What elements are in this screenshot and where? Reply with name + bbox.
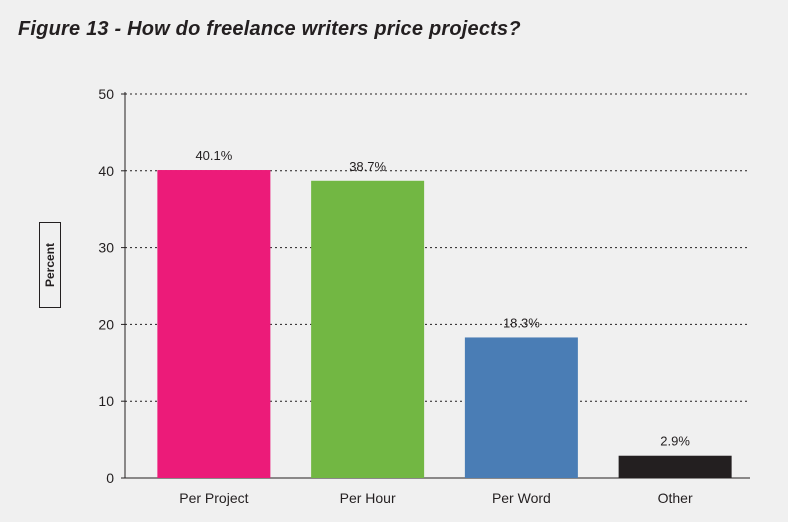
bar-per-hour bbox=[311, 180, 425, 478]
x-tick-label: Per Word bbox=[492, 490, 551, 506]
data-label: 18.3% bbox=[503, 315, 540, 330]
bars bbox=[157, 170, 732, 479]
bar-per-word bbox=[464, 337, 578, 478]
chart-title: Figure 13 - How do freelance writers pri… bbox=[18, 18, 521, 40]
data-label: 2.9% bbox=[660, 434, 690, 449]
data-label: 38.7% bbox=[349, 159, 386, 174]
y-tick-label: 0 bbox=[106, 470, 114, 486]
x-tick-label: Per Hour bbox=[340, 490, 396, 506]
y-tick-labels: 0 10 20 30 40 50 bbox=[98, 86, 114, 486]
data-label: 40.1% bbox=[195, 148, 232, 163]
y-tick-label: 30 bbox=[98, 240, 114, 256]
y-tick-label: 40 bbox=[98, 163, 114, 179]
bar-other bbox=[618, 455, 732, 478]
x-tick-labels: Per Project Per Hour Per Word Other bbox=[179, 490, 693, 506]
x-tick-label: Per Project bbox=[179, 490, 248, 506]
y-tick-label: 50 bbox=[98, 86, 114, 102]
y-axis-label-box: Percent bbox=[39, 222, 61, 308]
grid-lines bbox=[125, 93, 750, 402]
y-tick-label: 10 bbox=[98, 393, 114, 409]
data-labels: 40.1% 38.7% 18.3% 2.9% bbox=[195, 148, 690, 449]
y-tick-label: 20 bbox=[98, 316, 114, 332]
x-tick-label: Other bbox=[658, 490, 693, 506]
bar-per-project bbox=[157, 170, 271, 479]
